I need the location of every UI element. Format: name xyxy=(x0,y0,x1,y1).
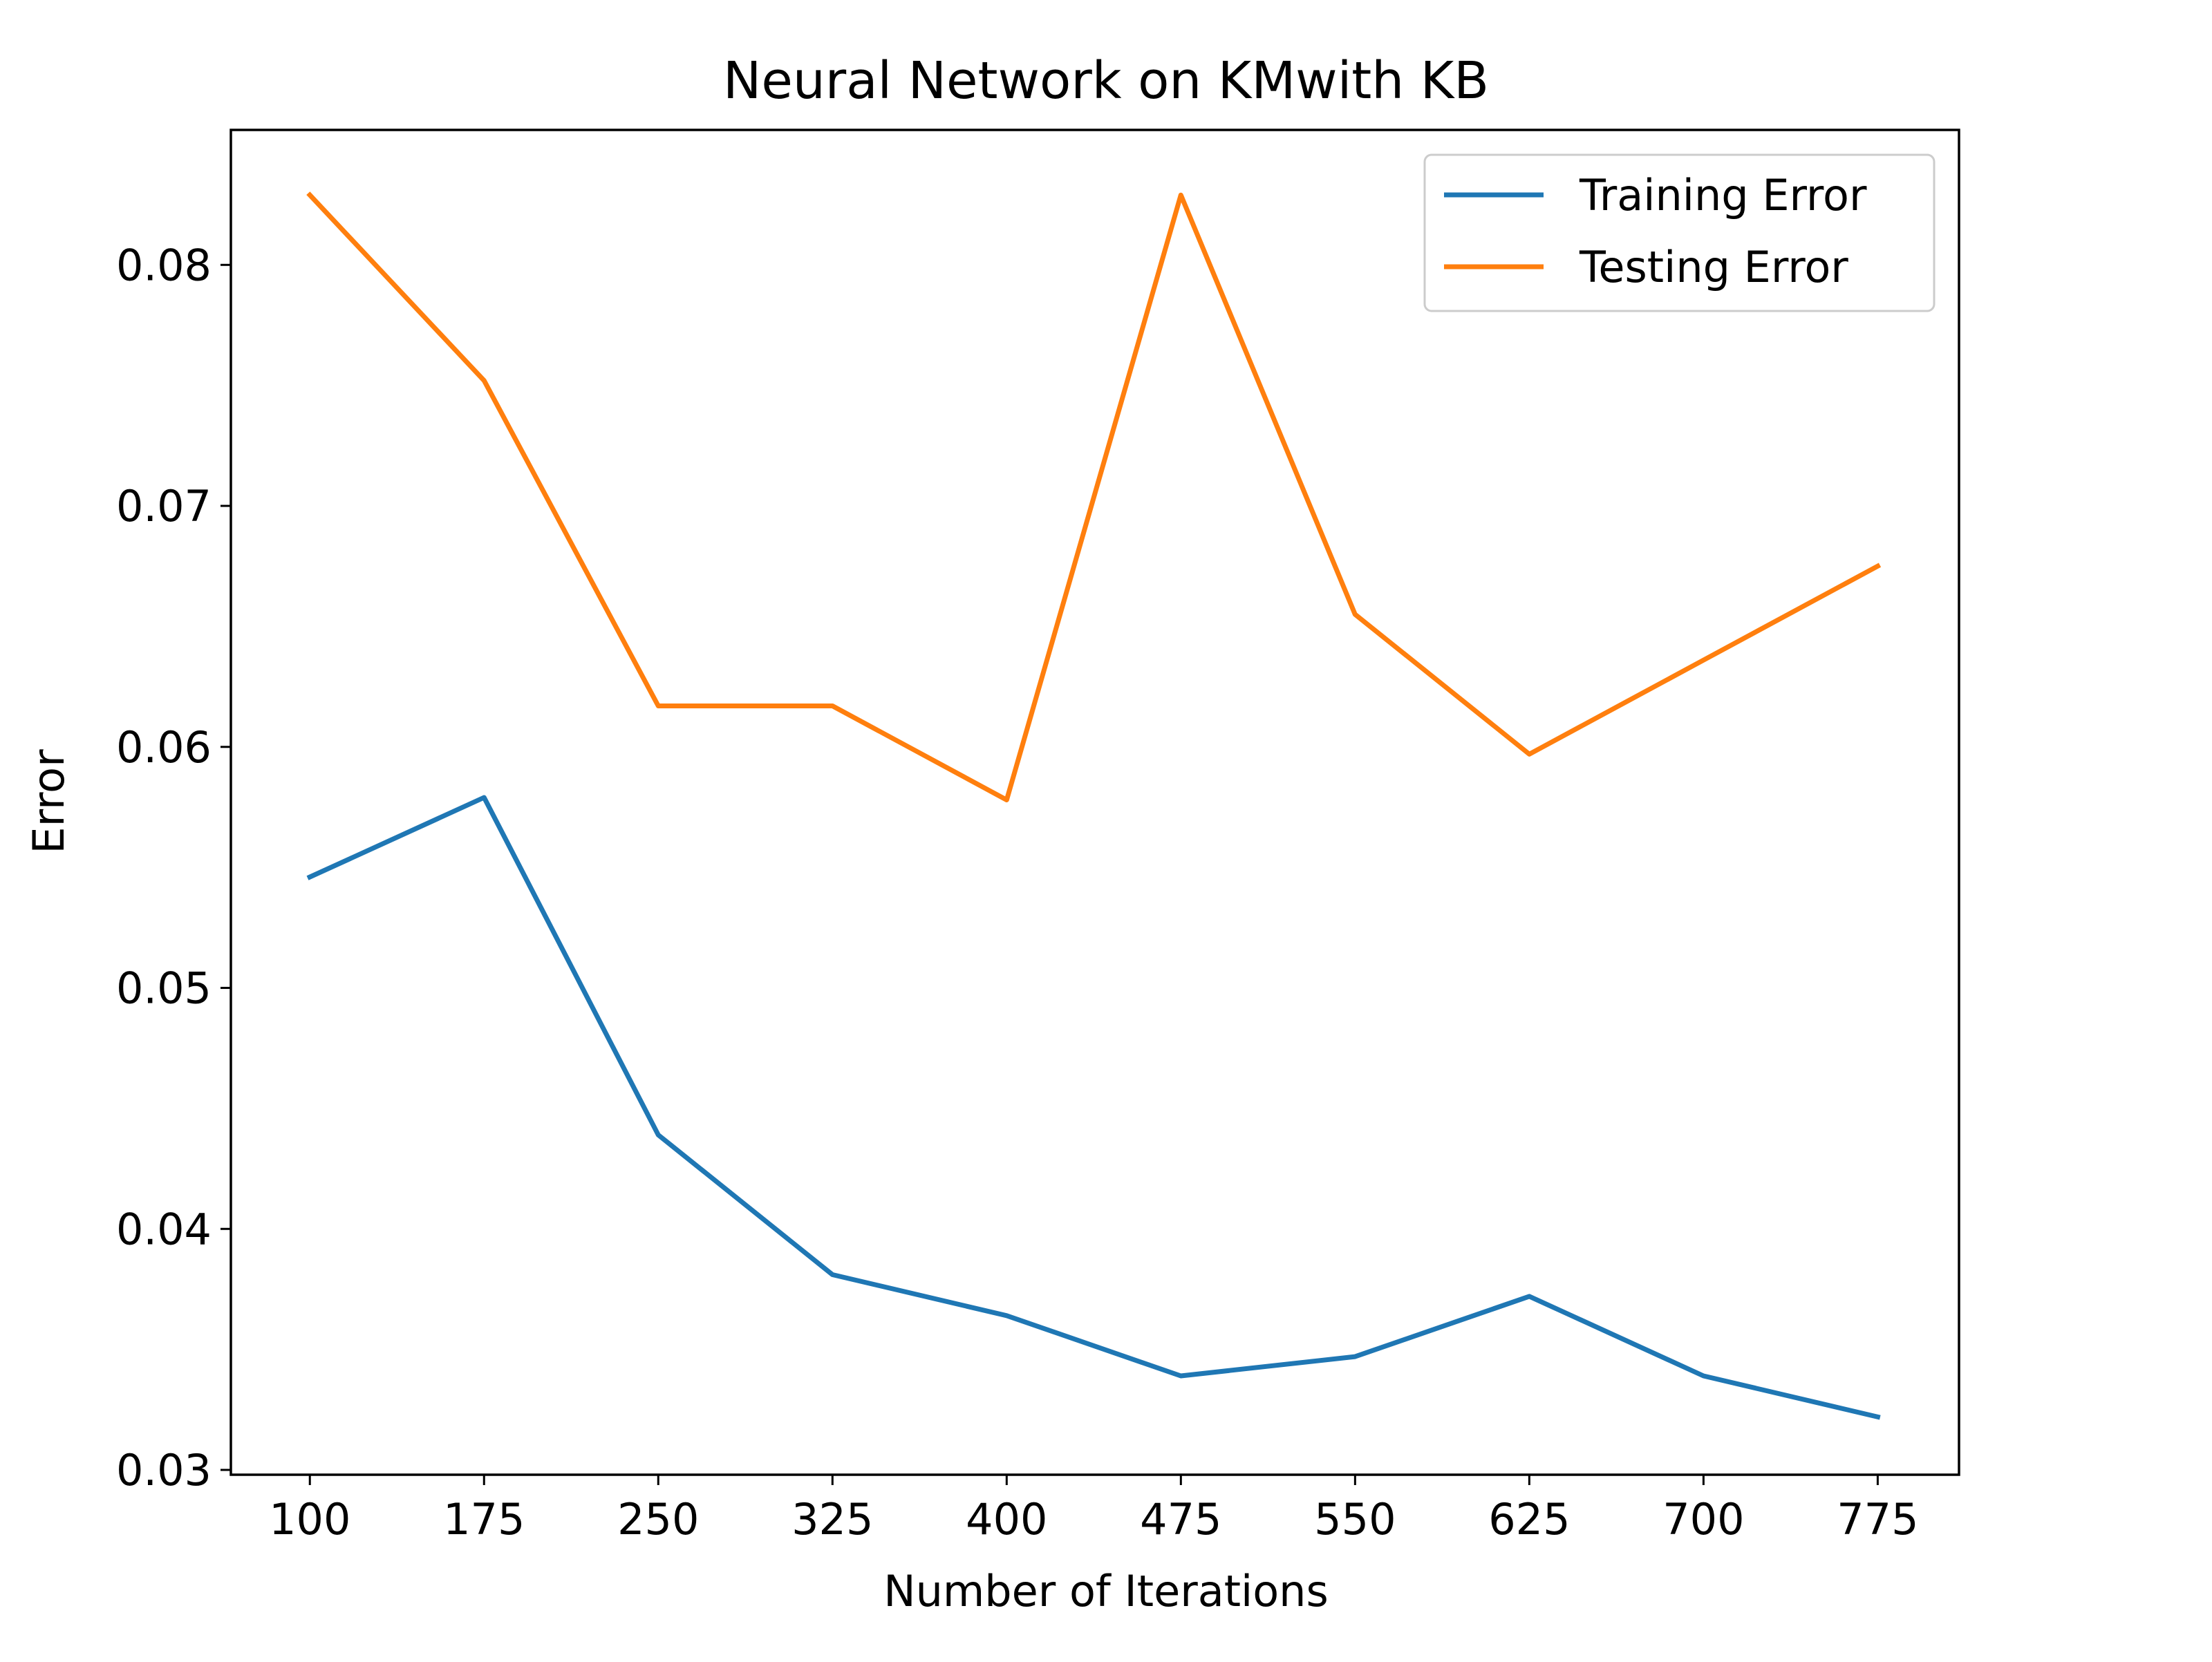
x-tick-label-175: 175 xyxy=(443,1494,525,1545)
x-tick-label-775: 775 xyxy=(1837,1494,1918,1545)
x-tick-label-550: 550 xyxy=(1314,1494,1396,1545)
x-tick-label-625: 625 xyxy=(1488,1494,1570,1545)
x-tick-label-100: 100 xyxy=(269,1494,350,1545)
y-axis-label: Error xyxy=(24,749,74,854)
x-tick-label-400: 400 xyxy=(966,1494,1047,1545)
x-tick-label-475: 475 xyxy=(1140,1494,1221,1545)
y-tick-label-0.07: 0.07 xyxy=(116,481,212,531)
y-tick-label-0.05: 0.05 xyxy=(116,963,212,1014)
y-tick-label-0.03: 0.03 xyxy=(116,1445,212,1495)
series-line-training-error xyxy=(306,795,1881,1420)
legend-label-training-error: Training Error xyxy=(1579,170,1867,220)
plot-frame xyxy=(229,129,1960,1476)
y-tick-label-0.06: 0.06 xyxy=(116,722,212,773)
plot-area: 100 175 250 325 400 475 550 625 700 775 0.03 0.04 0.… xyxy=(116,129,1960,1545)
x-tick-label-325: 325 xyxy=(791,1494,873,1545)
series-line-testing-error xyxy=(306,191,1882,802)
x-tick-label-250: 250 xyxy=(617,1494,699,1545)
legend-box xyxy=(1423,153,1936,312)
x-axis-label: Number of Iterations xyxy=(883,1566,1329,1616)
y-tick-label-0.04: 0.04 xyxy=(116,1204,212,1254)
chart-title: Neural Network on KMwith KB xyxy=(723,51,1489,111)
legend-label-testing-error: Testing Error xyxy=(1579,242,1848,292)
x-tick-label-700: 700 xyxy=(1662,1494,1744,1545)
legend: Training Error Testing Error xyxy=(1423,153,1936,312)
y-tick-label-0.08: 0.08 xyxy=(116,240,212,290)
